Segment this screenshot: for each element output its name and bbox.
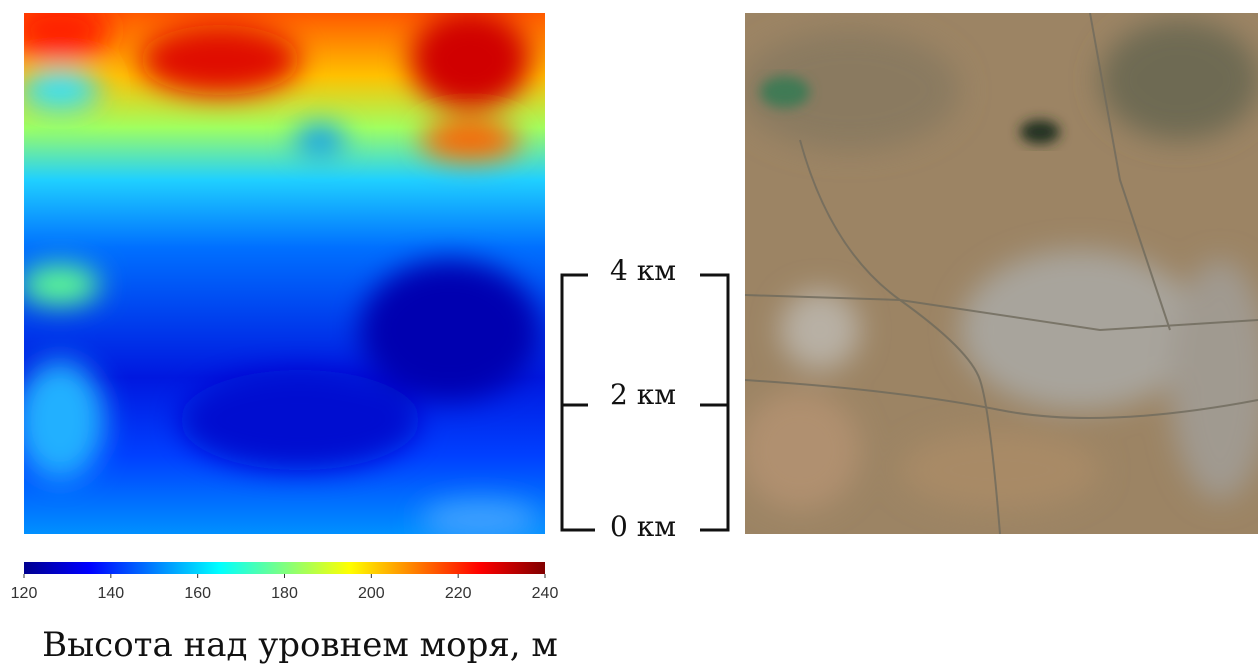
colorbar-tick-label: 160 — [184, 585, 211, 602]
colorbar-tick-label: 140 — [97, 585, 124, 602]
scale-label: 0 км — [610, 510, 676, 543]
elevation-map — [10, 0, 545, 540]
colorbar — [24, 562, 545, 574]
colorbar-tick-label: 180 — [271, 585, 298, 602]
colorbar-tick-label: 120 — [11, 585, 38, 602]
colorbar-tick-label: 220 — [445, 585, 472, 602]
satellite-image — [740, 13, 1258, 534]
colorbar-label: Высота над уровнем моря, м — [42, 625, 558, 664]
figure: 120 140 160 180 200 220 240 Высота над уровнем… — [0, 0, 1258, 664]
scale-label: 2 км — [610, 378, 676, 411]
scale-label: 4 км — [610, 254, 676, 287]
colorbar-tick-label: 200 — [358, 585, 385, 602]
colorbar-tick-label: 240 — [532, 585, 559, 602]
